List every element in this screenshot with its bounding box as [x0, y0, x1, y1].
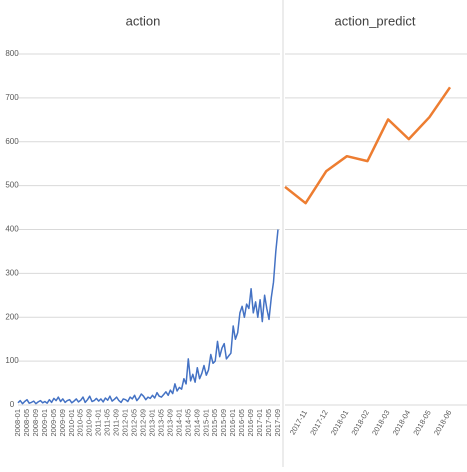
y-tick-label: 700 [5, 93, 19, 102]
y-tick-label: 300 [5, 268, 19, 277]
y-tick-label: 500 [5, 181, 19, 190]
x-tick-label: 2016-05 [237, 409, 246, 437]
data-line [284, 86, 452, 205]
x-tick-label: 2018-06 [432, 408, 454, 436]
chart-title: action_predict [335, 13, 416, 28]
x-tick-label: 2018-02 [349, 408, 371, 436]
x-tick-label: 2015-09 [219, 409, 228, 437]
x-tick-label: 2010-01 [67, 409, 76, 437]
x-tick-label: 2011-05 [103, 409, 112, 436]
x-tick-label: 2014-09 [192, 409, 201, 437]
x-tick-label: 2008-05 [22, 409, 31, 437]
x-tick-label: 2018-05 [411, 408, 433, 436]
x-tick-label: 2010-05 [76, 409, 85, 437]
x-tick-label: 2017-01 [255, 409, 264, 437]
x-tick-label: 2013-05 [156, 409, 165, 437]
x-tick-label: 2009-01 [40, 409, 49, 437]
y-tick-label: 600 [5, 137, 19, 146]
x-tick-label: 2015-01 [201, 409, 210, 437]
x-tick-label: 2017-05 [264, 409, 273, 437]
x-tick-label: 2012-01 [121, 409, 130, 437]
x-tick-label: 2017-11 [288, 408, 309, 436]
x-tick-label: 2018-04 [391, 408, 413, 436]
y-tick-label: 800 [5, 49, 19, 58]
x-tick-label: 2009-09 [58, 409, 67, 437]
y-tick-label: 0 [10, 400, 15, 409]
x-tick-label: 2008-01 [13, 409, 22, 437]
x-tick-label: 2010-09 [85, 409, 94, 437]
x-tick-label: 2018-01 [329, 408, 351, 436]
y-tick-label: 200 [5, 312, 19, 321]
x-tick-label: 2016-09 [246, 409, 255, 437]
chart-title: action [126, 13, 161, 28]
x-tick-label: 2011-09 [112, 409, 121, 436]
x-tick-label: 2011-01 [94, 409, 103, 436]
x-tick-label: 2016-01 [228, 409, 237, 437]
x-tick-label: 2008-09 [31, 409, 40, 437]
x-tick-label: 2009-05 [49, 409, 58, 437]
x-tick-label: 2018-03 [370, 408, 392, 436]
x-tick-label: 2012-05 [130, 409, 139, 437]
x-tick-label: 2015-05 [210, 409, 219, 437]
x-tick-label: 2014-05 [183, 409, 192, 437]
data-line [17, 229, 279, 405]
x-tick-label: 2013-09 [165, 409, 174, 437]
y-tick-label: 400 [5, 225, 19, 234]
x-tick-label: 2012-09 [139, 409, 148, 437]
y-tick-label: 100 [5, 356, 19, 365]
x-tick-label: 2017-09 [273, 409, 282, 437]
x-tick-label: 2013-01 [147, 409, 156, 437]
x-tick-label: 2014-01 [174, 409, 183, 437]
x-tick-label: 2017-12 [308, 408, 330, 436]
